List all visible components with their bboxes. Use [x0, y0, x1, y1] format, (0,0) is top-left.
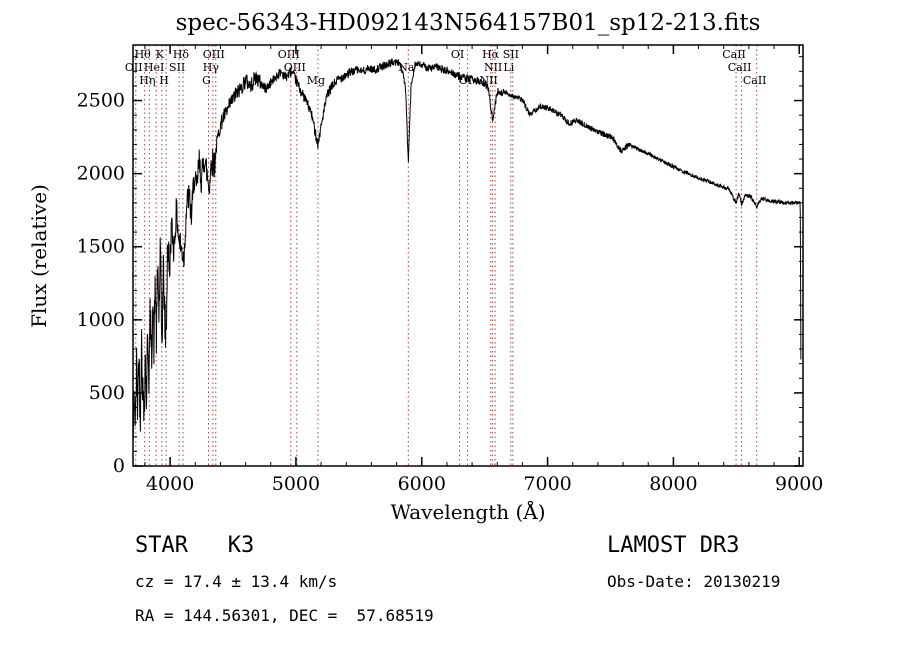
y-tick-labels: 0 500 1000 1500 2000 2500	[77, 90, 125, 477]
ra-dec-value: RA = 144.56301, DEC = 57.68519	[135, 606, 434, 625]
spectral-line-label: HeI	[144, 61, 164, 74]
spectral-line-markers	[135, 45, 758, 466]
x-tick-labels: 4000 5000 6000 7000 8000 9000	[146, 473, 823, 495]
spectral-line-label: OIII	[278, 48, 300, 61]
y-tick-label: 500	[89, 382, 125, 404]
spectral-line-label: SII	[503, 48, 519, 61]
y-tick-label: 2000	[77, 163, 125, 185]
spectral-line-label: SII	[169, 61, 185, 74]
spectral-line-label: K	[156, 48, 165, 61]
spectral-line-label: CaII	[743, 74, 767, 87]
axis-ticks	[133, 45, 803, 467]
x-tick-label: 4000	[146, 473, 194, 495]
x-tick-label: 9000	[775, 473, 823, 495]
object-class-label: STAR K3	[135, 533, 255, 558]
plot-frame	[132, 44, 804, 467]
spectral-line-label: H	[159, 74, 169, 87]
plot-title: spec-56343-HD092143N564157B01_sp12-213.f…	[176, 10, 761, 36]
spectral-line-label: Hδ	[173, 48, 190, 61]
spectral-line-label: Hγ	[203, 61, 220, 74]
y-tick-label: 1500	[77, 236, 125, 258]
y-axis-label: Flux (relative)	[27, 184, 51, 328]
spectral-line-label: Mg	[307, 74, 325, 87]
x-tick-label: 8000	[649, 473, 697, 495]
y-tick-label: 0	[113, 455, 125, 477]
spectrum-line	[132, 58, 802, 440]
cz-value: cz = 17.4 ± 13.4 km/s	[135, 572, 338, 591]
spectral-line-label: Hη	[139, 74, 155, 87]
spectral-line-label: CaII	[728, 61, 752, 74]
spectral-line-label: NII	[484, 61, 502, 74]
spectral-line-label: Li	[503, 61, 514, 74]
spectral-line-label: Hθ	[135, 48, 152, 61]
spectral-line-label: Hα	[482, 48, 500, 61]
spectral-line-label: CaII	[722, 48, 746, 61]
x-tick-label: 5000	[272, 473, 320, 495]
x-tick-label: 7000	[523, 473, 571, 495]
spectral-line-label: OIII	[203, 48, 225, 61]
survey-release-label: LAMOST DR3	[607, 533, 740, 558]
spectral-line-label: G	[202, 74, 211, 87]
spectral-line-label: OIII	[284, 61, 306, 74]
x-axis-label: Wavelength (Å)	[390, 499, 545, 524]
spectral-line-label: OII	[125, 61, 143, 74]
obs-date-value: Obs-Date: 20130219	[607, 572, 781, 591]
spectral-line-label: OI	[451, 48, 464, 61]
y-tick-label: 1000	[77, 309, 125, 331]
x-tick-label: 6000	[398, 473, 446, 495]
y-tick-label: 2500	[77, 90, 125, 112]
